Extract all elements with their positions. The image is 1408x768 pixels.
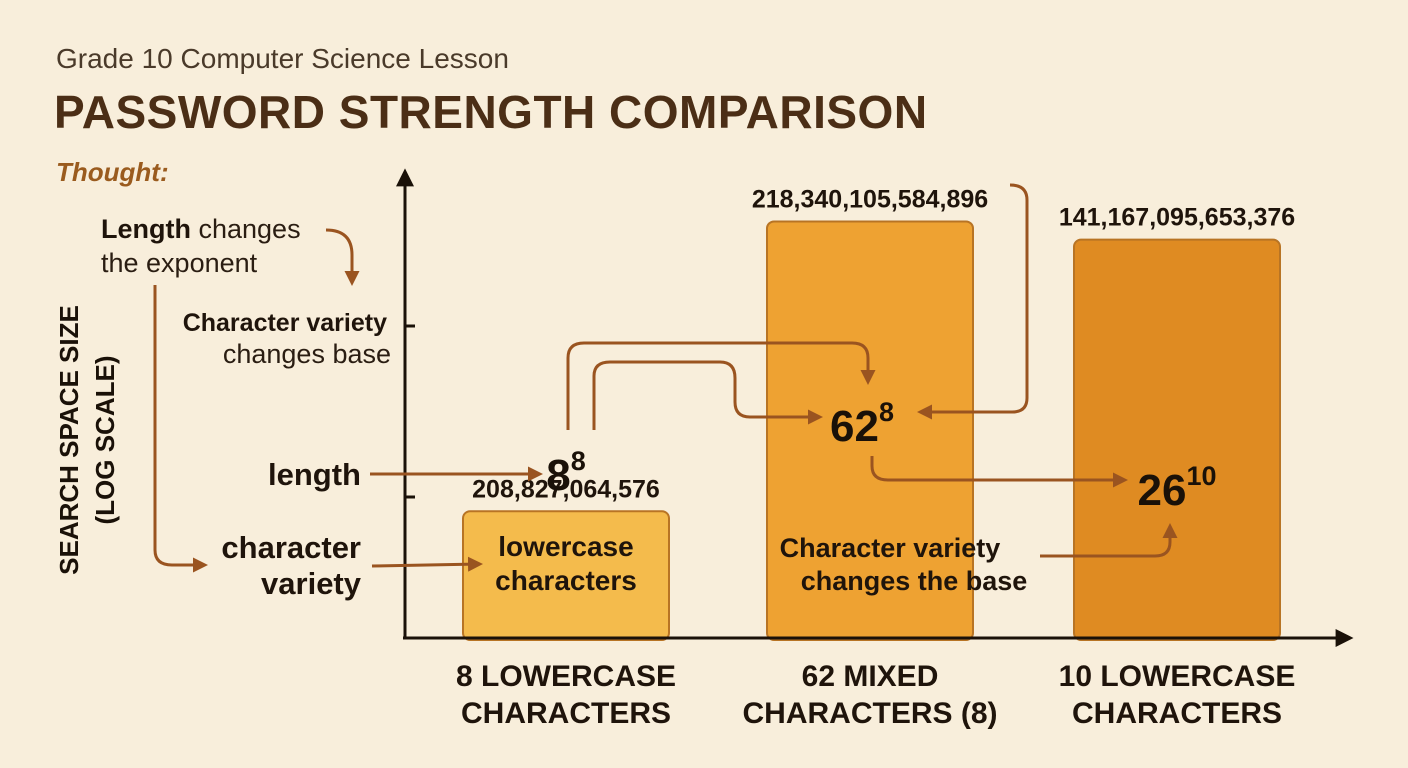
expression-2: 628 xyxy=(830,397,894,451)
arrow-base-to-26 xyxy=(1040,523,1178,558)
label-character: character xyxy=(221,530,361,565)
expression-exponent-3: 10 xyxy=(1186,461,1216,491)
arrow-variety-to-bar1 xyxy=(371,556,483,572)
expression-exponent-2: 8 xyxy=(879,397,894,427)
note-length-rest: changes xyxy=(191,214,301,244)
note-variety-strong: Character variety xyxy=(183,309,387,337)
arrow-exponent-to-variety xyxy=(325,228,360,286)
category-label-3-line1: 10 LOWERCASE xyxy=(1059,660,1296,693)
category-label-2-line1: 62 MIXED xyxy=(802,660,939,693)
expression-3: 2610 xyxy=(1138,461,1217,515)
note-length-line2: the exponent xyxy=(101,248,258,278)
category-label-2-line2: CHARACTERS (8) xyxy=(743,697,998,730)
arrow-8-to-62-lower xyxy=(592,360,823,430)
value-label-2: 218,340,105,584,896 xyxy=(752,185,988,213)
note-length-strong: Length xyxy=(101,214,191,244)
thought-label: Thought: xyxy=(56,157,169,187)
bar2-annotation-line2: changes the base xyxy=(801,566,1028,596)
note-variety-line2: changes base xyxy=(223,339,391,369)
bar1-annotation-line2: characters xyxy=(495,565,637,596)
y-axis-label-line1: SEARCH SPACE SIZE xyxy=(54,305,84,575)
y-axis-label-line2: (LOG SCALE) xyxy=(90,356,120,525)
category-label-3-line2: CHARACTERS xyxy=(1072,697,1282,730)
bar1-annotation-line1: lowercase xyxy=(498,531,633,562)
value-label-1: 208,827,064,576 xyxy=(472,475,660,503)
labels-group: 208,827,064,576 8 LOWERCASE CHARACTERS 218,… xyxy=(456,185,1295,730)
y-axis-label: SEARCH SPACE SIZE (LOG SCALE) xyxy=(54,305,120,575)
expression-base-1: 8 xyxy=(546,451,570,500)
bar-3 xyxy=(1073,238,1281,641)
arrow-8-to-62 xyxy=(566,341,876,430)
arrow-value-to-62 xyxy=(917,183,1029,420)
category-label-1-line2: CHARACTERS xyxy=(461,697,671,730)
expression-base-2: 62 xyxy=(830,402,879,451)
label-length: length xyxy=(268,457,361,492)
note-length-exponent: Length changes xyxy=(101,214,301,244)
value-label-3: 141,167,095,653,376 xyxy=(1059,204,1295,232)
bar-2 xyxy=(766,220,974,641)
lesson-subtitle: Grade 10 Computer Science Lesson xyxy=(56,43,509,74)
expression-exponent-1: 8 xyxy=(571,446,586,476)
bar-1 xyxy=(462,510,670,641)
bars-group xyxy=(462,220,1281,641)
expression-1: 88 xyxy=(546,446,586,500)
label-variety: variety xyxy=(261,566,362,601)
arrow-length-to-variety xyxy=(153,285,208,573)
chart-title: PASSWORD STRENGTH COMPARISON xyxy=(54,86,928,138)
arrow-62-to-26 xyxy=(870,456,1128,488)
expression-base-3: 26 xyxy=(1138,466,1187,515)
category-label-1-line1: 8 LOWERCASE xyxy=(456,660,676,693)
bar2-annotation-line1: Character variety xyxy=(780,533,1001,563)
